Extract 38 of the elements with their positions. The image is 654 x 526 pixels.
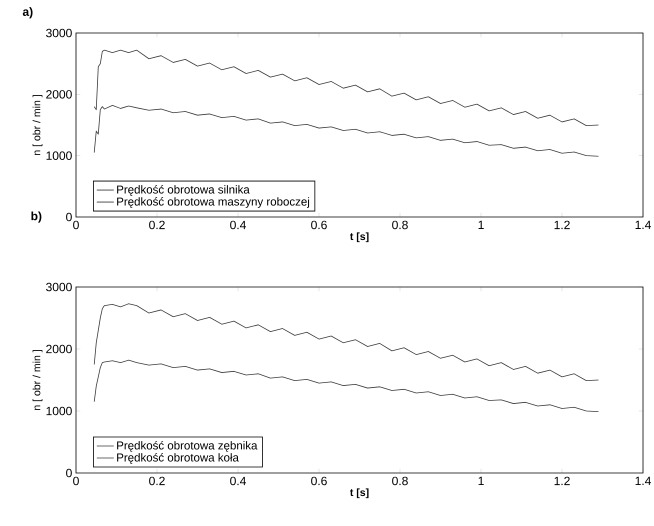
line-series	[94, 303, 599, 382]
x-tick-label: 1	[478, 220, 484, 229]
x-tick-label: 0.2	[149, 476, 165, 486]
text: b)	[31, 211, 42, 223]
x-axis-title: t [s]	[350, 232, 369, 242]
y-tick-label: 3000	[46, 282, 72, 292]
x-tick-label: 1.4	[636, 220, 651, 229]
x-tick-label: 0	[73, 220, 79, 230]
x-tick-label: 0.4	[230, 220, 246, 230]
x-tick-label: 1	[478, 476, 484, 485]
text: a)	[22, 7, 33, 18]
x-tick-label: 0.8	[392, 220, 408, 230]
y-tick-label: 2000	[46, 344, 72, 354]
x-tick-label: 0.8	[392, 476, 408, 486]
y-tick-label: 0	[66, 468, 72, 478]
x-tick-label: 0.2	[149, 220, 165, 230]
x-axis-title: t [s]	[350, 488, 369, 498]
legend-label: Prędkość obrotowa maszyny roboczej	[117, 197, 310, 208]
legend-label: Prędkość obrotowa koła	[117, 452, 239, 464]
x-tick-label: 0	[73, 476, 79, 486]
x-tick-label: 1.2	[554, 220, 570, 230]
y-tick-label: 3000	[46, 28, 72, 38]
line-series	[94, 360, 599, 412]
legend-label: Prędkość obrotowa zębnika	[117, 440, 258, 452]
y-tick-label: 1000	[46, 151, 72, 160]
line-series	[94, 50, 599, 126]
x-tick-label: 0.6	[311, 476, 327, 486]
x-tick-label: 1.4	[636, 476, 652, 485]
x-tick-label: 0.4	[230, 476, 246, 486]
y-axis-title: n [ obr / min ]	[32, 95, 42, 155]
line-series	[94, 104, 599, 157]
y-axis-title: n [ obr / min ]	[32, 350, 42, 410]
legend-label: Prędkość obrotowa silnika	[117, 185, 250, 196]
y-tick-label: 0	[66, 212, 72, 222]
y-tick-label: 2000	[46, 90, 72, 99]
y-tick-label: 1000	[46, 406, 72, 416]
x-tick-label: 1.2	[554, 476, 570, 486]
x-tick-label: 0.6	[311, 220, 327, 230]
